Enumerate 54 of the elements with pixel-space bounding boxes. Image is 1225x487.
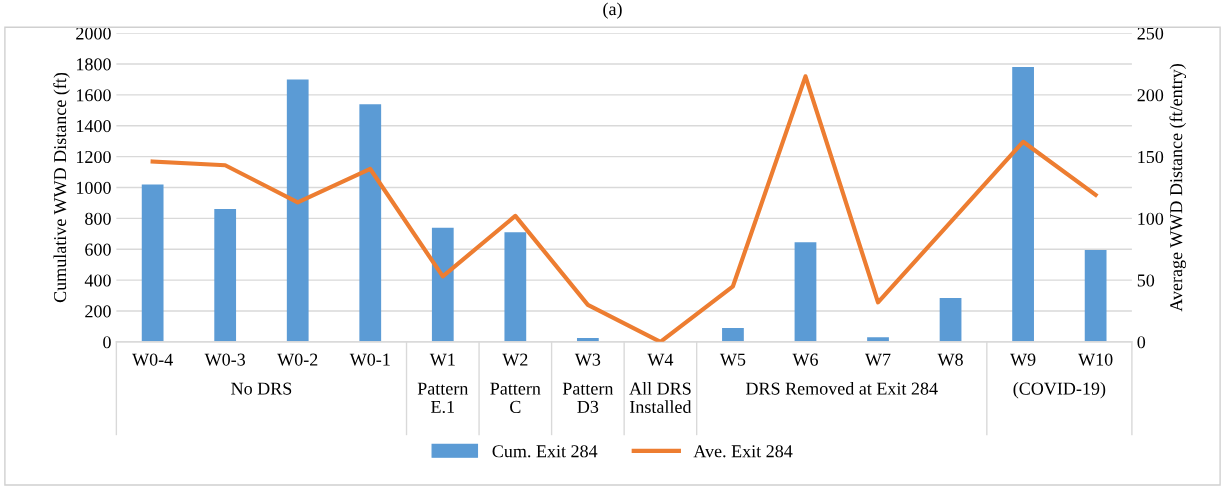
x-tick-label: W8 xyxy=(937,353,963,366)
y-tick-label: 1800 xyxy=(76,58,111,71)
bar xyxy=(286,79,309,342)
legend-label: Cum. Exit 284 xyxy=(492,445,598,458)
x-tick-label: W3 xyxy=(574,353,601,366)
y2-tick-label: 50 xyxy=(1137,274,1155,287)
bar xyxy=(1084,250,1107,342)
bar xyxy=(1012,67,1034,342)
y2-tick-label: 0 xyxy=(1137,336,1146,349)
legend-label: Ave. Exit 284 xyxy=(693,445,793,458)
text: Pattern E.1 xyxy=(417,382,469,414)
bar xyxy=(359,104,382,342)
x-tick-label: W6 xyxy=(792,353,818,366)
bar xyxy=(722,327,744,342)
y2-tick-label: 100 xyxy=(1138,212,1164,225)
x-tick-label: W9 xyxy=(1010,353,1036,366)
y2-axis-title: Average WWD Distance (ft/entry) xyxy=(1169,64,1187,312)
x-tick-label: W2 xyxy=(502,353,528,366)
y-tick-label: 400 xyxy=(84,274,111,287)
x-tick-label: W0-4 xyxy=(132,353,173,366)
bar xyxy=(431,227,454,342)
x-tick-label: W0-3 xyxy=(204,353,246,366)
text: Pattern C xyxy=(490,382,541,413)
x-tick-label: W1 xyxy=(429,353,455,366)
y-tick-label: 1200 xyxy=(76,150,111,164)
x-tick-label: W0-2 xyxy=(277,353,318,366)
y-tick-label: 1400 xyxy=(76,120,111,133)
y-axis-title: Cumulative WWD Distance (ft) xyxy=(53,72,70,303)
text: No DRS xyxy=(231,382,292,395)
text: DRS Removed at Exit 284 xyxy=(745,382,938,395)
y-tick-label: 200 xyxy=(85,305,111,318)
y-tick-label: 600 xyxy=(85,243,111,256)
bar xyxy=(214,209,237,342)
y-tick-label: 1600 xyxy=(76,89,111,102)
x-tick-label: W7 xyxy=(865,353,891,366)
x-tick-label: W4 xyxy=(647,353,674,366)
y-tick-label: 800 xyxy=(85,212,111,225)
y2-tick-label: 150 xyxy=(1138,150,1164,164)
y-tick-label: 1000 xyxy=(76,181,111,194)
text: (COVID-19) xyxy=(1013,382,1106,399)
x-tick-label: W0-1 xyxy=(349,353,390,366)
bar xyxy=(141,184,164,342)
chart-title: (a) xyxy=(603,2,622,19)
text: All DRS Installed xyxy=(629,382,692,413)
line-series xyxy=(150,74,1098,342)
y2-tick-label: 200 xyxy=(1137,89,1164,102)
bar xyxy=(939,297,962,342)
bar xyxy=(504,232,527,342)
x-tick-label: W10 xyxy=(1078,353,1113,366)
x-tick-label: W5 xyxy=(719,353,746,366)
y-tick-label: 0 xyxy=(103,336,111,349)
y-tick-label: 2000 xyxy=(76,27,111,40)
text: Pattern D3 xyxy=(562,382,614,413)
bar xyxy=(794,242,817,342)
